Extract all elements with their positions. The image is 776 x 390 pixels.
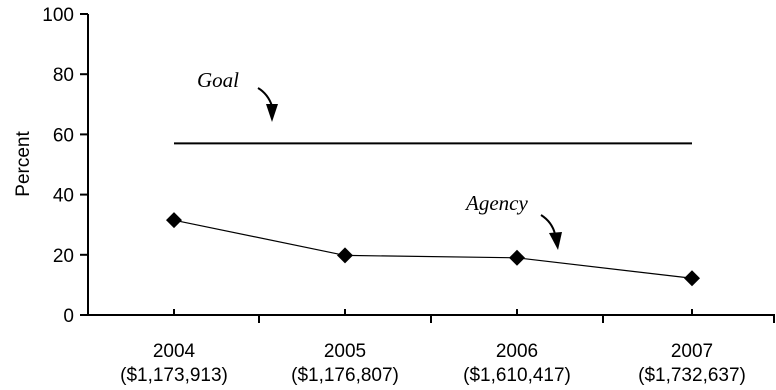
series-layer xyxy=(166,142,700,287)
y-tick-label: 100 xyxy=(42,5,74,26)
agency-point xyxy=(509,249,525,266)
x-tick-label-year: 2006 xyxy=(496,341,538,362)
y-axis-title: Percent xyxy=(13,131,34,197)
goal-annotation-arrow xyxy=(257,87,273,107)
y-tick-label: 20 xyxy=(53,246,74,267)
x-tick-label-year: 2005 xyxy=(324,341,366,362)
x-ticks: 2004 ($1,173,913) 2005 ($1,176,807) 2006 ($1,… xyxy=(120,309,775,386)
y-tick-label: 60 xyxy=(53,125,74,146)
agency-arrowhead-icon xyxy=(549,232,562,250)
x-tick-label-amount: ($1,732,637) xyxy=(638,365,746,386)
y-tick-label: 80 xyxy=(53,65,74,86)
x-tick-label-amount: ($1,176,807) xyxy=(291,365,399,386)
y-tick-label: 40 xyxy=(53,186,74,207)
goal-annotation-label: Goal xyxy=(197,68,239,92)
agency-point xyxy=(337,247,353,264)
y-tick-label: 0 xyxy=(63,306,74,327)
agency-annotation-arrow xyxy=(540,214,556,235)
agency-annotation-label: Agency xyxy=(464,191,528,215)
axes xyxy=(87,14,775,316)
annotation-layer: Goal Agency xyxy=(197,68,562,250)
x-tick-label-year: 2004 xyxy=(153,341,196,362)
goal-arrowhead-icon xyxy=(266,104,278,122)
agency-point xyxy=(684,270,700,287)
series-line-agency xyxy=(173,219,693,279)
x-tick-label-amount: ($1,610,417) xyxy=(463,365,571,386)
y-ticks: 0 20 40 60 80 100 xyxy=(42,5,88,327)
agency-point xyxy=(166,212,182,229)
x-tick-label-amount: ($1,173,913) xyxy=(120,365,228,386)
x-tick-label-year: 2007 xyxy=(671,341,713,362)
